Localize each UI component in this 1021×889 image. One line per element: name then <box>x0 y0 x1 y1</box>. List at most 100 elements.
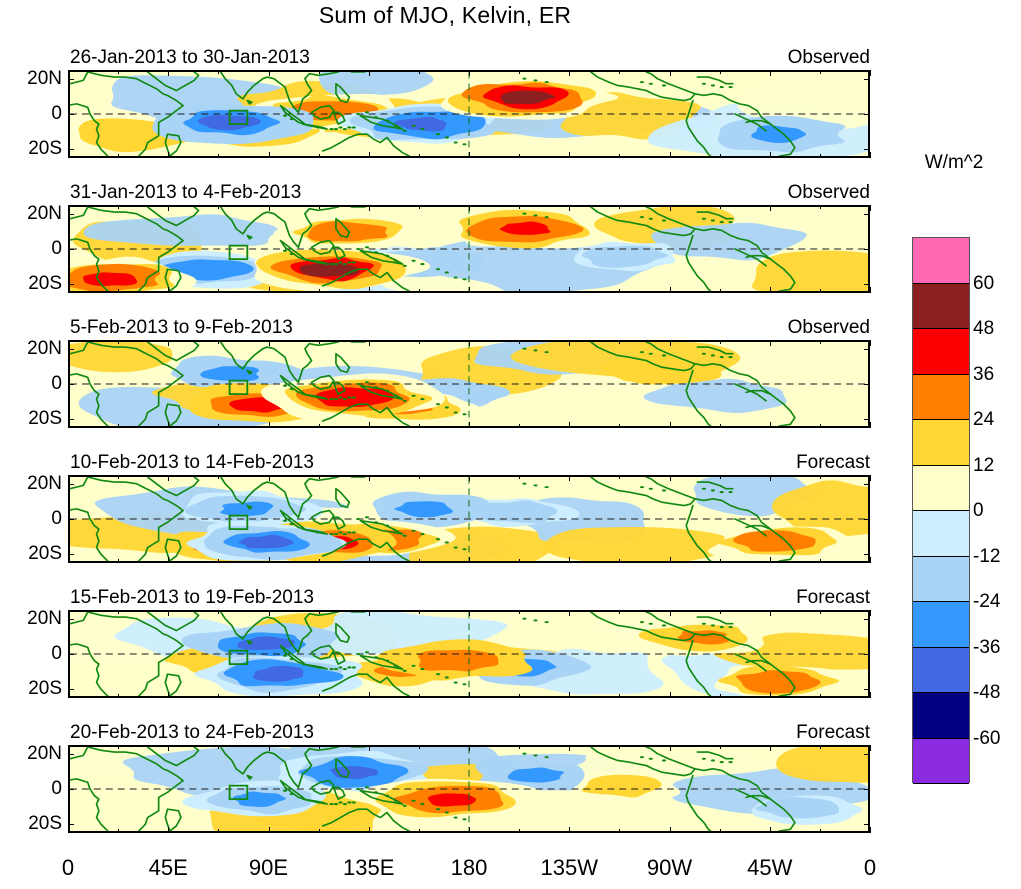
y-tick <box>68 348 74 350</box>
x-tick-minor <box>619 289 621 293</box>
x-tick <box>669 475 671 481</box>
colorbar-band <box>913 602 969 648</box>
x-tick-minor <box>218 694 220 698</box>
colorbar-tick-label: 60 <box>973 272 995 294</box>
colorbar-band <box>913 329 969 375</box>
x-tick-minor <box>819 70 821 74</box>
panel-field <box>70 477 868 561</box>
colorbar-tick-label: -12 <box>973 545 1001 567</box>
x-tick-minor <box>318 340 320 344</box>
x-tick-minor <box>619 154 621 158</box>
x-tick-minor <box>819 475 821 479</box>
x-tick <box>268 475 270 481</box>
x-tick-minor <box>719 829 721 833</box>
x-tick-minor <box>719 745 721 749</box>
panel-6: 20-Feb-2013 to 24-Feb-2013 Forecast <box>68 722 871 833</box>
x-tick <box>268 692 270 698</box>
x-tick <box>268 827 270 833</box>
panel-plot-area[interactable] <box>68 610 870 698</box>
panel-header: 20-Feb-2013 to 24-Feb-2013 Forecast <box>68 722 870 744</box>
x-tick <box>469 152 470 158</box>
y-tick <box>68 114 74 115</box>
x-tick-minor <box>819 829 821 833</box>
x-tick <box>769 475 771 481</box>
x-tick <box>368 827 370 833</box>
y-tick <box>864 753 870 755</box>
panel-date-range: 31-Jan-2013 to 4-Feb-2013 <box>70 182 302 203</box>
y-tick <box>68 554 74 556</box>
x-tick <box>469 745 470 751</box>
x-tick <box>168 692 170 698</box>
x-tick <box>870 422 871 428</box>
x-tick-minor <box>719 610 721 614</box>
y-tick <box>864 348 870 350</box>
y-tick <box>68 753 74 755</box>
x-tick-minor <box>619 424 621 428</box>
x-tick <box>569 557 571 563</box>
y-tick <box>864 654 870 655</box>
panel-plot-area[interactable] <box>68 340 870 428</box>
x-tick-minor <box>118 829 120 833</box>
x-tick-minor <box>819 424 821 428</box>
x-tick <box>870 287 871 293</box>
y-tick <box>68 824 74 826</box>
colorbar-tick-label: 0 <box>973 500 984 521</box>
x-tick-minor <box>318 70 320 74</box>
x-tick-minor <box>519 70 521 74</box>
x-tick <box>268 745 270 751</box>
colorbar-tick-label: 48 <box>973 318 995 339</box>
panel-plot-area[interactable] <box>68 205 870 293</box>
x-tick <box>168 70 170 76</box>
x-tick <box>669 610 671 616</box>
y-axis-label: 0 <box>51 373 62 394</box>
panel-3: 5-Feb-2013 to 9-Feb-2013 Observed <box>68 317 871 428</box>
x-tick-minor <box>619 610 621 614</box>
panel-field <box>70 207 868 291</box>
x-tick <box>569 287 571 293</box>
y-axis-label: 20N <box>27 337 62 359</box>
x-tick <box>268 70 270 76</box>
y-tick <box>68 419 74 421</box>
y-tick <box>864 689 870 691</box>
x-tick <box>769 692 771 698</box>
y-axis-label: 0 <box>51 238 62 259</box>
x-tick <box>68 745 69 751</box>
x-tick-minor <box>819 289 821 293</box>
x-tick <box>68 557 69 563</box>
x-tick <box>769 70 771 76</box>
x-tick <box>368 340 370 346</box>
x-tick-minor <box>619 205 621 209</box>
panel-field <box>70 72 868 156</box>
panel-kind-label: Forecast <box>796 452 870 473</box>
y-tick <box>864 149 870 151</box>
x-tick <box>870 205 871 211</box>
panel-2: 31-Jan-2013 to 4-Feb-2013 Observed <box>68 182 871 293</box>
panel-plot-area[interactable] <box>68 70 870 158</box>
colorbar[interactable]: 60 48 36 24 12 0 -12 -24 -36 -48 -60 <box>912 237 1000 784</box>
x-tick-minor <box>318 610 320 614</box>
x-tick <box>469 557 470 563</box>
x-tick <box>368 610 370 616</box>
panel-4: 10-Feb-2013 to 14-Feb-2013 Forecast <box>68 452 871 563</box>
panel-plot-area[interactable] <box>68 745 870 833</box>
x-tick <box>469 340 470 346</box>
x-tick-minor <box>519 205 521 209</box>
panel-plot-area[interactable] <box>68 475 870 563</box>
x-tick-minor <box>418 289 420 293</box>
x-tick-minor <box>519 829 521 833</box>
panel-date-range: 26-Jan-2013 to 30-Jan-2013 <box>70 47 310 68</box>
x-tick-minor <box>418 205 420 209</box>
x-tick <box>68 692 69 698</box>
x-tick <box>68 827 69 833</box>
y-tick <box>864 78 870 80</box>
x-tick <box>68 340 69 346</box>
x-tick-minor <box>218 340 220 344</box>
x-tick <box>168 475 170 481</box>
x-tick <box>569 827 571 833</box>
x-axis-label: 90E <box>248 855 289 880</box>
x-tick <box>268 287 270 293</box>
x-tick-minor <box>118 205 120 209</box>
colorbar-tick-label: 36 <box>973 363 995 385</box>
x-tick <box>168 205 170 211</box>
y-tick <box>864 824 870 826</box>
